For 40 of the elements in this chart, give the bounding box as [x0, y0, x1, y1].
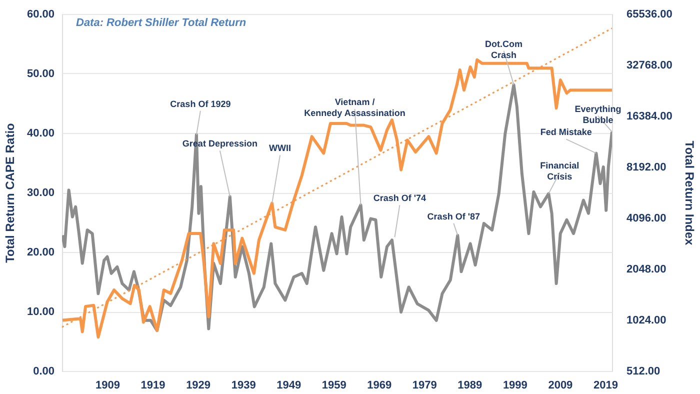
y-tick-label: 40.00 — [26, 128, 54, 140]
annotation: Dot.Com Crash — [485, 38, 523, 60]
y2-tick-label: 32768.00 — [626, 60, 672, 72]
x-tick-label: 1959 — [322, 380, 346, 392]
x-tick-label: 1919 — [140, 380, 166, 392]
y-tick-label: 0.00 — [33, 366, 54, 378]
x-tick-label: 1949 — [276, 380, 302, 392]
x-tick-label: 1939 — [231, 380, 256, 392]
y2-tick-label: 65536.00 — [626, 8, 672, 20]
annotation: Crash Of '74 — [373, 193, 426, 204]
y2-tick-label: 2048.00 — [626, 264, 666, 276]
annotation: Crash Of 1929 — [170, 98, 231, 109]
annotation: Financial Crisis — [540, 160, 580, 182]
annotation: Crash Of '87 — [427, 211, 480, 222]
y2-tick-label: 4096.00 — [626, 212, 666, 224]
y2-tick-label: 512.00 — [626, 366, 660, 378]
x-tick-label: 1909 — [96, 380, 120, 392]
annotation: Fed Mistake — [540, 127, 592, 138]
x-tick-label: 2009 — [548, 380, 573, 392]
x-tick-label: 1969 — [367, 380, 392, 392]
annotation: Great Depression — [182, 138, 258, 149]
y2-tick-label: 16384.00 — [626, 110, 672, 122]
annotation: Data: Robert Shiller Total Return — [76, 17, 246, 29]
x-tick-label: 1929 — [186, 380, 211, 392]
annotation: WWII — [269, 143, 292, 154]
y-tick-label: 20.00 — [26, 246, 54, 258]
y-axis-title: Total Return CAPE Ratio — [2, 123, 17, 263]
annotation: Vietnam / Kennedy Assassination — [304, 96, 406, 118]
x-tick-label: 1989 — [458, 380, 482, 392]
x-tick-label: 2019 — [593, 380, 618, 392]
y-tick-label: 60.00 — [26, 8, 54, 20]
y-tick-label: 30.00 — [26, 187, 54, 199]
y2-tick-label: 8192.00 — [626, 162, 666, 174]
annotation: Everything Bubble — [574, 104, 622, 125]
y2-axis-title: Total Return Index — [682, 140, 696, 246]
y2-tick-label: 1024.00 — [626, 314, 666, 326]
y-tick-label: 10.00 — [26, 306, 54, 318]
y-tick-label: 50.00 — [26, 68, 54, 80]
x-tick-label: 1979 — [412, 380, 437, 392]
x-tick-label: 1999 — [502, 380, 528, 392]
